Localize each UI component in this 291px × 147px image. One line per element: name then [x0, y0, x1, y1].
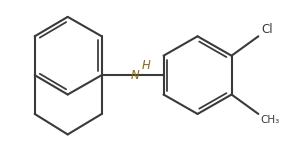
Text: H: H — [142, 59, 150, 72]
Text: N: N — [131, 69, 140, 82]
Text: Cl: Cl — [261, 23, 273, 36]
Text: CH₃: CH₃ — [260, 115, 280, 125]
